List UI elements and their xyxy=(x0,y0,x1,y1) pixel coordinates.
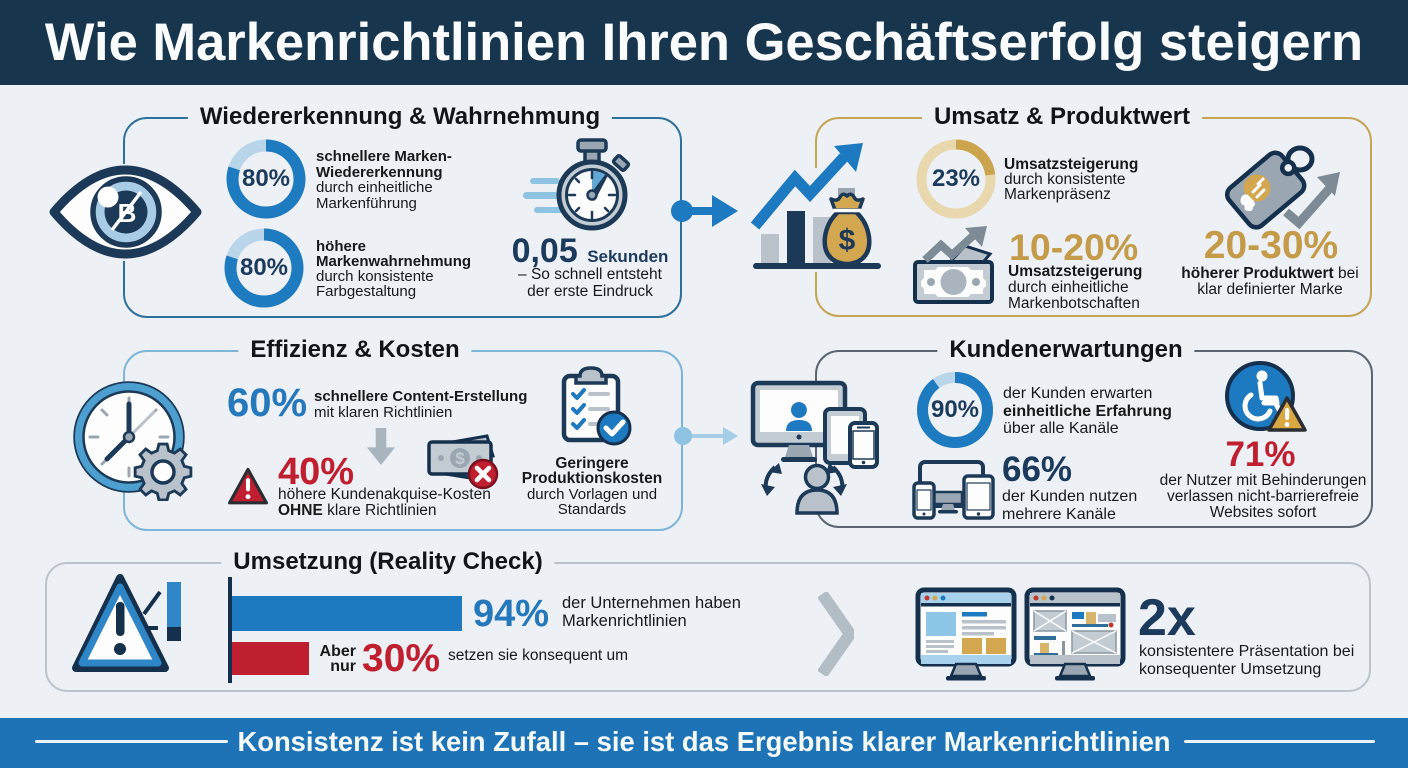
svg-text:$: $ xyxy=(839,224,856,257)
svg-text:$: $ xyxy=(455,449,465,468)
